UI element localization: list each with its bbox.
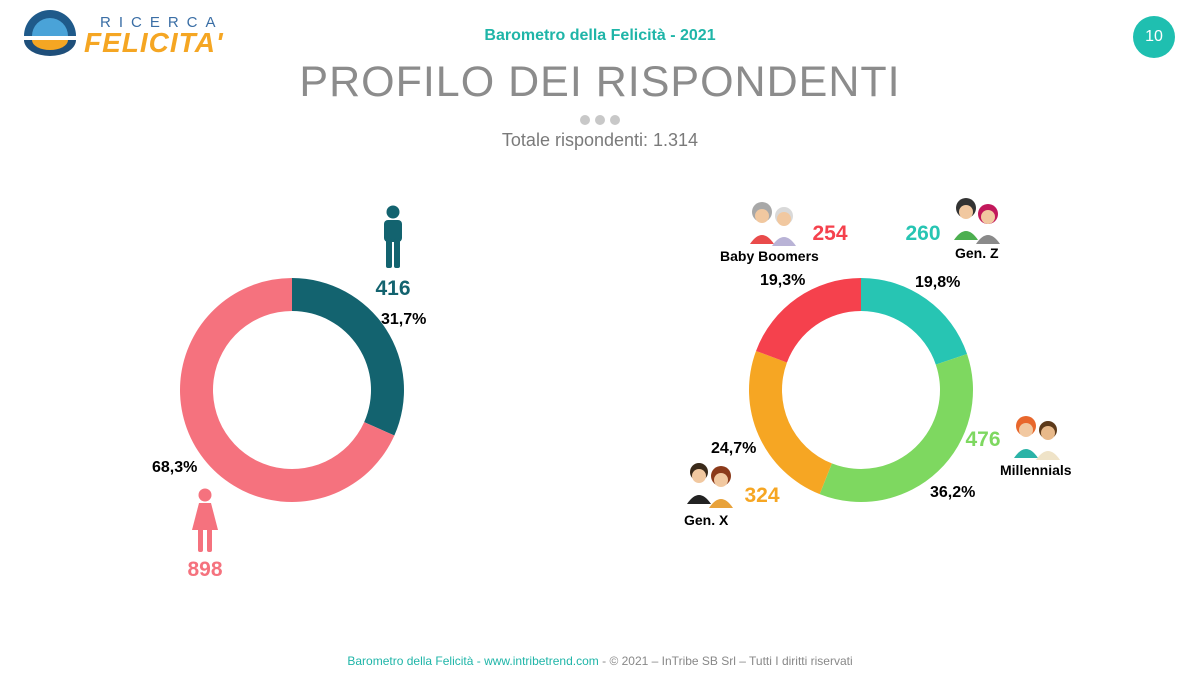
- female-percent: 68,3%: [152, 459, 197, 476]
- header-title: Barometro della Felicità - 2021: [484, 27, 716, 44]
- donut-slice-gen-x: [749, 350, 832, 495]
- baby-boomers-count: 254: [812, 222, 847, 245]
- baby-boomers-label: Baby Boomers: [720, 248, 819, 264]
- donut-slice-gen-z: [861, 278, 968, 365]
- gen-z-percent: 19,8%: [915, 274, 960, 291]
- donut-slice-baby-boomers: [756, 278, 861, 363]
- gen-z-icon: [954, 198, 1000, 244]
- baby-boomers-icon: [750, 202, 796, 246]
- gen-z-count: 260: [905, 222, 940, 245]
- millennials-icon: [1014, 416, 1060, 460]
- footer: Barometro della Felicità - www.intribetr…: [0, 654, 1200, 668]
- donut-slice-millennials: [819, 353, 973, 503]
- logo-sun-icon: [24, 10, 76, 56]
- logo-line2: FELICITA': [84, 27, 224, 58]
- female-icon: [192, 488, 218, 552]
- male-icon: [384, 205, 402, 268]
- footer-copyright: - © 2021 – InTribe SB Srl – Tutti I diri…: [598, 654, 853, 668]
- gen-x-percent: 24,7%: [711, 440, 756, 457]
- logo-line1: RICERCA: [100, 14, 224, 31]
- gender-donut-chart: [180, 278, 405, 502]
- page-title: PROFILO DEI RISPONDENTI: [299, 58, 901, 106]
- female-count: 898: [187, 558, 222, 581]
- gen-z-label: Gen. Z: [955, 245, 999, 261]
- millennials-count: 476: [965, 428, 1000, 451]
- page-number-badge: 10: [1133, 16, 1175, 58]
- donut-slice-uomini: [292, 278, 405, 436]
- footer-link[interactable]: www.intribetrend.com: [484, 654, 599, 668]
- donut-slice-donne: [180, 278, 395, 502]
- footer-text: Barometro della Felicità -: [347, 654, 485, 668]
- logo: RICERCA FELICITA': [0, 0, 240, 60]
- male-count: 416: [375, 277, 410, 300]
- gen-x-label: Gen. X: [684, 512, 729, 528]
- generation-donut-chart: [749, 278, 973, 503]
- gen-x-icon: [687, 463, 733, 508]
- male-percent: 31,7%: [381, 311, 426, 328]
- baby-boomers-percent: 19,3%: [760, 272, 805, 289]
- divider-dots: [580, 112, 625, 130]
- millennials-percent: 36,2%: [930, 484, 975, 501]
- subtitle: Totale rispondenti: 1.314: [501, 130, 699, 150]
- millennials-label: Millennials: [1000, 462, 1072, 478]
- gen-x-count: 324: [744, 484, 779, 507]
